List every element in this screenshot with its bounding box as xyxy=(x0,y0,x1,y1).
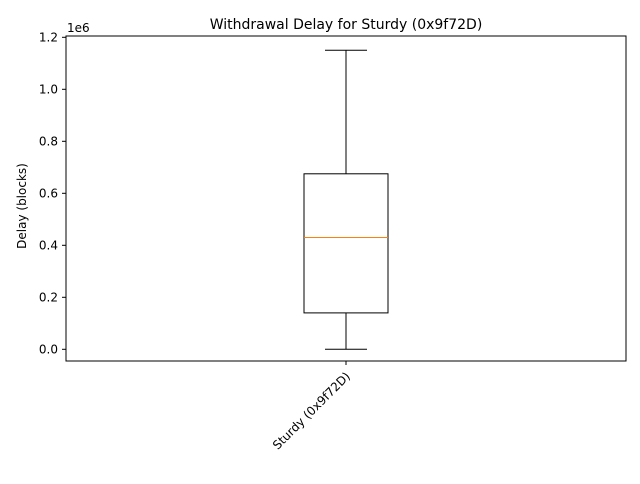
y-tick-label: 0.4 xyxy=(39,238,58,252)
y-tick-label: 1.0 xyxy=(39,82,58,96)
y-tick-label: 0.6 xyxy=(39,186,58,200)
iqr-box xyxy=(303,173,389,314)
y-tick-label: 1.2 xyxy=(39,30,58,44)
y-axis-offset-label: 1e6 xyxy=(67,21,90,35)
chart-title: Withdrawal Delay for Sturdy (0x9f72D) xyxy=(210,17,483,33)
plot-area-frame xyxy=(65,35,627,362)
y-tick-label: 0.8 xyxy=(39,134,58,148)
y-axis-ticks: 0.0 0.2 0.4 0.6 0.8 1.0 1.2 xyxy=(39,30,66,356)
y-tick-label: 0.0 xyxy=(39,342,58,356)
y-tick-label: 0.2 xyxy=(39,290,58,304)
y-axis-label: Delay (blocks) xyxy=(15,163,29,249)
box-plot-marks xyxy=(303,49,389,350)
